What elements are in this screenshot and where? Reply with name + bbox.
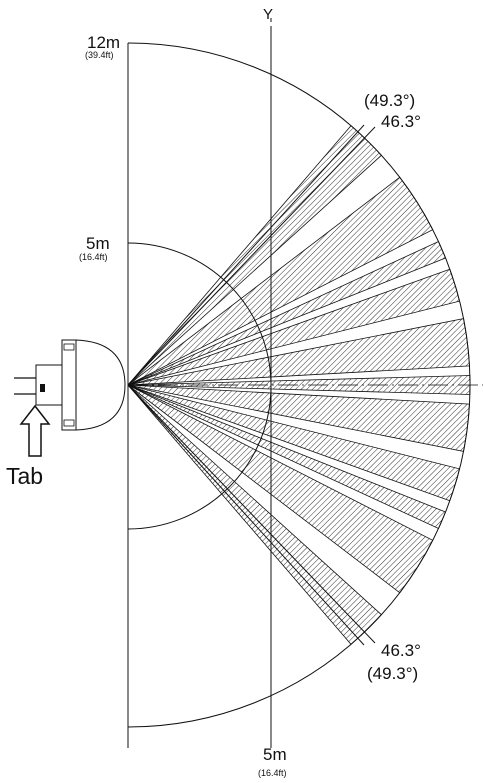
- sensor-base: [35, 364, 63, 406]
- angle-label-lower-inner: 46.3°: [381, 641, 421, 660]
- range-label-12m-ft: (39.4ft): [85, 50, 114, 60]
- angle-label-upper-inner: 46.3°: [381, 112, 421, 131]
- bottom-label-5m: 5m: [263, 745, 287, 764]
- sensor-dome: [75, 339, 126, 431]
- boundary-ray-lower-inner: [127, 384, 376, 644]
- tab-arrow-icon: [19, 404, 51, 457]
- sensor-flange: [61, 339, 77, 431]
- angle-label-lower-outer: (49.3°): [367, 664, 418, 683]
- range-label-12m: 12m: [87, 33, 120, 52]
- sensor-tab: [40, 384, 45, 392]
- boundary-ray-upper-inner: [127, 126, 376, 386]
- boundary-ray-lower-outer: [127, 384, 365, 646]
- sensor-body: [14, 339, 126, 431]
- range-label-5m: 5m: [86, 234, 110, 253]
- y-axis-label: Y: [263, 6, 273, 23]
- angle-label-upper-outer: (49.3°): [364, 91, 415, 110]
- sensor-rim-bottom: [63, 419, 75, 427]
- tab-label: Tab: [6, 463, 43, 489]
- range-label-5m-ft: (16.4ft): [79, 252, 108, 262]
- bottom-label-5m-ft: (16.4ft): [258, 768, 287, 778]
- detection-zones: [127, 125, 471, 645]
- boundary-ray-upper-outer: [127, 124, 365, 386]
- sensor-rim-top: [63, 343, 75, 351]
